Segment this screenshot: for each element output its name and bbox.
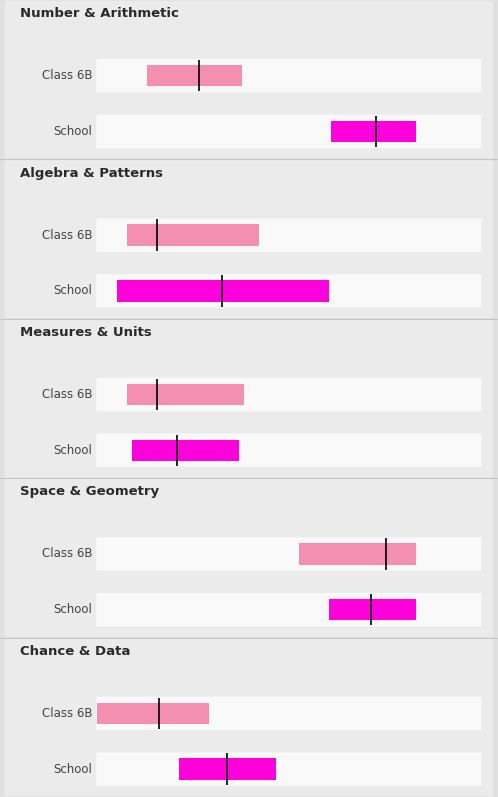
FancyBboxPatch shape [96, 115, 482, 148]
FancyBboxPatch shape [96, 752, 482, 786]
FancyBboxPatch shape [4, 320, 494, 477]
FancyBboxPatch shape [96, 378, 482, 411]
FancyBboxPatch shape [96, 537, 482, 571]
Text: Class 6B: Class 6B [42, 388, 92, 401]
FancyBboxPatch shape [96, 274, 482, 308]
Text: Measures & Units: Measures & Units [20, 326, 152, 339]
FancyBboxPatch shape [96, 697, 482, 730]
Bar [127, 225, 259, 246]
Text: Space & Geometry: Space & Geometry [20, 485, 159, 498]
FancyBboxPatch shape [96, 593, 482, 626]
Bar [147, 65, 242, 87]
Bar [97, 703, 209, 724]
Bar [179, 759, 276, 779]
Text: Algebra & Patterns: Algebra & Patterns [20, 167, 163, 179]
Bar [331, 121, 416, 143]
Text: School: School [53, 125, 92, 138]
FancyBboxPatch shape [4, 638, 494, 796]
Bar [117, 281, 329, 302]
Text: School: School [53, 603, 92, 616]
Bar [299, 544, 416, 565]
FancyBboxPatch shape [96, 218, 482, 252]
Text: Class 6B: Class 6B [42, 69, 92, 82]
Text: Class 6B: Class 6B [42, 229, 92, 241]
FancyBboxPatch shape [4, 1, 494, 159]
Text: School: School [53, 285, 92, 297]
Text: School: School [53, 763, 92, 775]
FancyBboxPatch shape [4, 479, 494, 637]
FancyBboxPatch shape [4, 160, 494, 318]
Text: Class 6B: Class 6B [42, 548, 92, 560]
Bar [127, 384, 244, 405]
Text: Class 6B: Class 6B [42, 707, 92, 720]
FancyBboxPatch shape [96, 434, 482, 467]
Text: Number & Arithmetic: Number & Arithmetic [20, 7, 179, 20]
Bar [329, 599, 416, 621]
Bar [132, 440, 239, 461]
Text: School: School [53, 444, 92, 457]
Text: Chance & Data: Chance & Data [20, 645, 130, 658]
FancyBboxPatch shape [96, 59, 482, 92]
